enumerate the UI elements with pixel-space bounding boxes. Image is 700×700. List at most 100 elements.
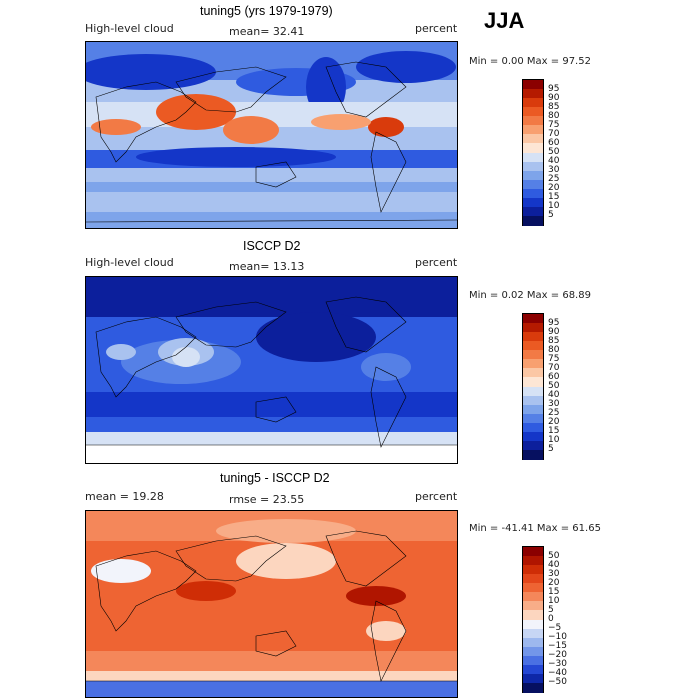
- colorbar-swatch: [523, 619, 543, 630]
- mean-label: mean= 13.13: [229, 260, 305, 273]
- mean-label: mean = 19.28: [85, 490, 164, 503]
- colorbar-label: 20: [548, 183, 560, 194]
- colorbar-swatch: [523, 125, 543, 135]
- units-label: percent: [415, 256, 458, 269]
- colorbar-label: 30: [548, 568, 560, 579]
- colorbar-swatch: [523, 332, 543, 342]
- colorbar-label: 80: [548, 344, 560, 355]
- colorbar-label: 90: [548, 326, 560, 337]
- colorbar-swatch: [523, 395, 543, 406]
- colorbar-label: 40: [548, 559, 560, 570]
- colorbar-label: −20: [548, 650, 567, 661]
- colorbar-label: 15: [548, 426, 560, 437]
- units-label: percent: [415, 22, 458, 35]
- variable-label: High-level cloud: [85, 256, 174, 269]
- colorbar-swatch: [523, 170, 543, 181]
- colorbar-label: 15: [548, 192, 560, 203]
- colorbar-swatch: [523, 206, 543, 217]
- rmse-label: rmse = 23.55: [229, 493, 305, 506]
- colorbar-swatch: [523, 179, 543, 190]
- colorbar-label: 5: [548, 210, 554, 221]
- variable-label: High-level cloud: [85, 22, 174, 35]
- colorbar-swatch: [523, 89, 543, 99]
- map-model: [85, 41, 458, 229]
- colorbar-label: 10: [548, 201, 560, 212]
- colorbar-swatch: [523, 682, 543, 693]
- colorbar-swatch: [523, 134, 543, 144]
- colorbar-swatch: [523, 655, 543, 666]
- colorbar-label: 85: [548, 101, 560, 112]
- colorbar-label: 15: [548, 586, 560, 597]
- colorbar-swatch: [523, 449, 543, 460]
- colorbar-swatch: [523, 440, 543, 451]
- colorbar-swatch: [523, 359, 543, 369]
- colorbar-observation: [522, 313, 544, 460]
- colorbar-swatch: [523, 637, 543, 648]
- colorbar-label: −10: [548, 632, 567, 643]
- map-difference: [85, 510, 458, 698]
- colorbar-label: 50: [548, 381, 560, 391]
- colorbar-swatch: [523, 116, 543, 126]
- panel-title: tuning5 - ISCCP D2: [220, 471, 330, 485]
- colorbar-swatch: [523, 574, 543, 584]
- colorbar-label: 10: [548, 595, 560, 606]
- colorbar-label: 30: [548, 399, 560, 410]
- colorbar-swatch: [523, 601, 543, 611]
- panel-title: ISCCP D2: [243, 239, 301, 253]
- colorbar-difference: [522, 546, 544, 693]
- colorbar-swatch: [523, 673, 543, 684]
- colorbar-label: 95: [548, 317, 560, 328]
- colorbar-label: 70: [548, 362, 560, 373]
- colorbar-swatch: [523, 323, 543, 333]
- colorbar-label: 20: [548, 417, 560, 428]
- colorbar-swatch: [523, 152, 543, 163]
- colorbar-label: 80: [548, 110, 560, 121]
- colorbar-swatch: [523, 422, 543, 433]
- colorbar-swatch: [523, 368, 543, 378]
- colorbar-swatch: [523, 143, 543, 153]
- colorbar-swatch: [523, 80, 543, 90]
- colorbar-label: 30: [548, 165, 560, 176]
- min-max-label: Min = -41.41 Max = 61.65: [469, 523, 601, 534]
- colorbar-swatch: [523, 565, 543, 575]
- colorbar-swatch: [523, 386, 543, 397]
- panel-title: tuning5 (yrs 1979-1979): [200, 4, 333, 18]
- colorbar-swatch: [523, 107, 543, 117]
- units-label: percent: [415, 490, 458, 503]
- colorbar-swatch: [523, 377, 543, 387]
- colorbar-swatch: [523, 413, 543, 424]
- colorbar-label: 70: [548, 128, 560, 139]
- colorbar-swatch: [523, 583, 543, 593]
- colorbar-label: 5: [548, 604, 554, 615]
- colorbar-label: 60: [548, 137, 560, 148]
- colorbar-label: 0: [548, 614, 554, 624]
- colorbar-label: −5: [548, 623, 562, 634]
- colorbar-label: 85: [548, 335, 560, 346]
- colorbar-label: 75: [548, 119, 560, 130]
- colorbar-swatch: [523, 215, 543, 226]
- colorbar-swatch: [523, 556, 543, 566]
- colorbar-label: 25: [548, 174, 560, 185]
- colorbar-swatch: [523, 628, 543, 639]
- colorbar-swatch: [523, 664, 543, 675]
- colorbar-swatch: [523, 350, 543, 360]
- colorbar-label: 40: [548, 390, 560, 401]
- min-max-label: Min = 0.00 Max = 97.52: [469, 56, 591, 67]
- colorbar-label: 75: [548, 353, 560, 364]
- colorbar-swatch: [523, 431, 543, 442]
- colorbar-label: 10: [548, 435, 560, 446]
- colorbar-label: 25: [548, 408, 560, 419]
- colorbar-swatch: [523, 161, 543, 172]
- colorbar-swatch: [523, 188, 543, 199]
- colorbar-label: −50: [548, 677, 567, 688]
- mean-label: mean= 32.41: [229, 25, 305, 38]
- colorbar-label: −30: [548, 659, 567, 670]
- colorbar-swatch: [523, 314, 543, 324]
- colorbar-label: 5: [548, 444, 554, 455]
- season-label: JJA: [484, 8, 525, 33]
- colorbar-swatch: [523, 197, 543, 208]
- colorbar-label: 50: [548, 147, 560, 157]
- colorbar-swatch: [523, 98, 543, 108]
- colorbar-label: 60: [548, 371, 560, 382]
- colorbar-swatch: [523, 610, 543, 620]
